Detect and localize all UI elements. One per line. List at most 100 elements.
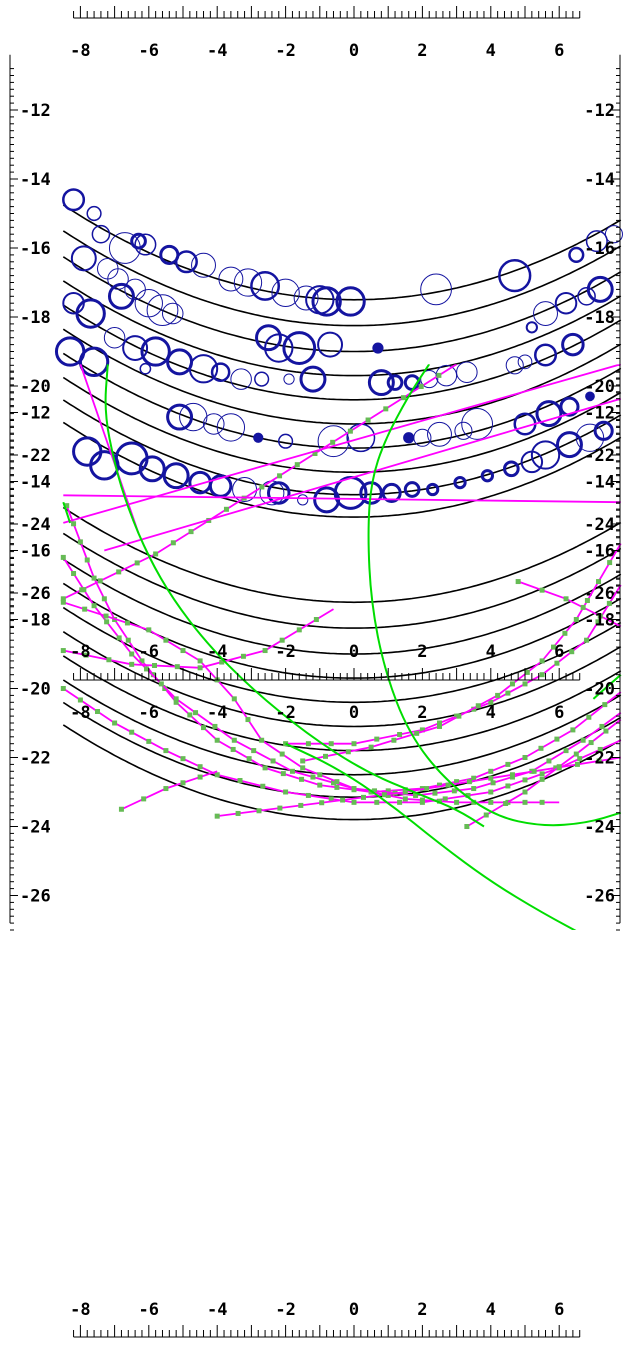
hit-marker — [60, 554, 66, 560]
hit-circle — [179, 402, 208, 432]
hit-marker — [97, 578, 103, 584]
hit-marker — [413, 792, 419, 798]
hit-marker — [351, 786, 357, 792]
hit-marker — [418, 384, 424, 390]
hit-circle — [435, 364, 458, 387]
hit-marker — [570, 727, 576, 733]
hit-marker — [197, 774, 203, 780]
hit-marker — [505, 761, 511, 767]
hit-marker — [163, 637, 169, 643]
hit-marker — [503, 801, 509, 806]
hit-marker — [424, 786, 430, 792]
y-tick-label-right: -26 — [584, 887, 615, 907]
hit-marker — [599, 723, 605, 729]
x-tick-label: 2 — [417, 1300, 427, 1320]
hit-marker — [139, 658, 145, 664]
y-tick-label-right: -14 — [584, 170, 615, 190]
hit-marker — [77, 539, 83, 545]
hit-marker — [381, 792, 387, 798]
hit-circle — [604, 225, 623, 244]
hit-circle — [313, 486, 341, 514]
hit-marker — [256, 808, 262, 814]
hit-marker — [391, 737, 397, 743]
hit-marker — [374, 799, 380, 805]
y-tick-label-right: -24 — [584, 818, 615, 838]
hit-circle — [568, 246, 585, 263]
hit-marker — [158, 681, 164, 687]
green-track-curve — [592, 673, 622, 700]
hit-marker — [437, 782, 442, 788]
hit-marker — [347, 428, 353, 434]
hit-circle — [138, 455, 166, 483]
hit-circle — [139, 362, 152, 375]
magenta-track-line — [466, 718, 622, 828]
hit-circle — [233, 268, 263, 297]
hit-circle — [254, 371, 270, 387]
hit-marker — [201, 725, 207, 731]
x-tick-label: -2 — [275, 1300, 295, 1320]
hit-circle — [420, 370, 439, 389]
hit-marker — [442, 796, 448, 802]
hit-marker — [298, 802, 304, 808]
hit-marker — [372, 788, 378, 794]
hit-marker — [214, 813, 220, 819]
hit-marker — [237, 778, 243, 783]
hit-circle — [299, 365, 327, 393]
hit-circle — [420, 273, 452, 306]
hit-marker — [82, 606, 88, 612]
hit-marker — [586, 714, 592, 720]
hit-marker — [60, 596, 66, 602]
hit-marker — [296, 627, 302, 633]
x-tick-label: 0 — [349, 1300, 359, 1320]
hit-marker — [522, 789, 528, 795]
x-tick-label: -4 — [207, 41, 227, 61]
hit-circle — [461, 408, 494, 440]
hit-marker — [573, 751, 579, 757]
hit-circle — [554, 291, 578, 315]
hit-circle — [530, 440, 561, 470]
hit-marker — [495, 692, 501, 698]
hit-marker — [289, 768, 295, 774]
hit-circle — [278, 433, 294, 449]
hit-marker — [112, 720, 118, 726]
green-track-curve — [367, 364, 622, 827]
track-arc — [62, 421, 622, 518]
hit-circle — [367, 369, 395, 397]
track-arc — [62, 204, 622, 301]
hit-marker — [129, 729, 135, 735]
hit-marker — [95, 709, 100, 714]
hit-circle — [264, 333, 294, 363]
y-tick-label-left: -16 — [20, 542, 51, 562]
hit-marker — [193, 710, 199, 716]
hit-circle — [427, 421, 452, 447]
hit-circle — [218, 266, 244, 292]
hit-circle — [75, 298, 106, 329]
hit-marker — [531, 768, 537, 774]
y-tick-label-left: -22 — [20, 446, 51, 466]
hit-circle — [517, 354, 533, 370]
y-tick-label-right: -16 — [584, 239, 615, 259]
track-arc — [62, 399, 622, 496]
hit-marker — [539, 658, 545, 664]
hit-circle — [593, 420, 614, 441]
hit-marker — [488, 775, 494, 781]
hit-circle — [255, 324, 282, 352]
y-tick-label-right: -14 — [584, 473, 615, 493]
hit-circle — [498, 258, 532, 293]
hit-marker — [488, 699, 494, 705]
hit-circle — [122, 335, 149, 362]
hit-marker — [270, 758, 276, 764]
hit-marker — [483, 812, 489, 818]
y-tick-label-right: -20 — [584, 377, 615, 397]
hit-marker — [577, 756, 583, 762]
hit-marker — [310, 774, 316, 780]
hit-circle — [555, 431, 583, 459]
x-tick-label: 4 — [486, 41, 496, 61]
hit-circle — [403, 432, 415, 444]
hit-marker — [596, 758, 602, 764]
hit-marker — [240, 653, 246, 659]
hit-circle — [372, 342, 384, 354]
hit-circle — [86, 205, 102, 222]
hit-marker — [471, 775, 477, 781]
